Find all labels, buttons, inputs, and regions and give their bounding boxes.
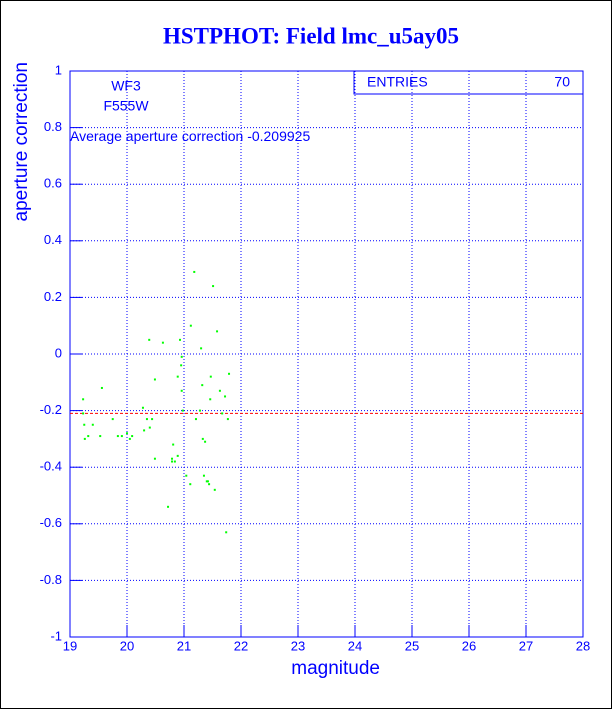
point <box>153 378 156 381</box>
y-tick-label: -1 <box>50 628 62 643</box>
point <box>193 270 196 273</box>
point <box>201 437 204 440</box>
average-annotation: Average aperture correction -0.209925 <box>70 128 310 144</box>
point <box>224 395 227 398</box>
point <box>126 432 128 435</box>
point <box>205 480 208 483</box>
y-tick-label: -0.2 <box>40 402 62 417</box>
point <box>228 372 231 375</box>
point <box>83 437 86 440</box>
point <box>82 412 85 415</box>
point <box>181 409 184 412</box>
point <box>99 435 102 438</box>
point <box>131 435 134 438</box>
note: WF3 <box>111 78 141 94</box>
point <box>116 435 119 438</box>
stats-label: ENTRIES <box>367 74 428 90</box>
point <box>83 423 86 426</box>
point <box>226 418 229 421</box>
x-tick-label: 28 <box>576 638 590 653</box>
point <box>145 418 148 421</box>
x-tick-label: 27 <box>519 638 533 653</box>
point <box>225 531 228 534</box>
y-tick-label: 0 <box>55 345 62 360</box>
point <box>185 474 188 477</box>
point <box>173 460 176 463</box>
y-tick-label: 1 <box>55 62 62 77</box>
point <box>172 443 175 446</box>
point <box>221 412 224 415</box>
point <box>180 364 183 367</box>
point <box>180 355 183 358</box>
y-tick-label: 0.2 <box>44 289 62 304</box>
point <box>201 384 204 387</box>
point <box>128 437 131 440</box>
point <box>180 389 183 392</box>
point <box>171 460 174 463</box>
point <box>208 483 211 486</box>
y-tick-label: -0.4 <box>40 459 62 474</box>
chart-title: HSTPHOT: Field lmc_u5ay05 <box>163 23 459 48</box>
x-tick-label: 25 <box>405 638 419 653</box>
point <box>198 409 201 412</box>
point <box>216 330 219 333</box>
point <box>91 423 94 426</box>
point <box>200 347 203 350</box>
point <box>161 341 164 344</box>
x-axis-label: magnitude <box>291 658 380 679</box>
x-tick-label: 26 <box>462 638 476 653</box>
y-axis-label: aperture correction <box>11 62 32 221</box>
point <box>176 375 179 378</box>
point <box>218 389 221 392</box>
point <box>202 474 205 477</box>
point <box>209 398 212 401</box>
note: F555W <box>103 98 149 114</box>
point <box>148 426 151 429</box>
point <box>209 375 212 378</box>
y-tick-label: 0.4 <box>44 232 62 247</box>
y-tick-label: -0.8 <box>40 572 62 587</box>
point <box>111 418 114 421</box>
point <box>189 324 192 327</box>
point <box>120 435 123 438</box>
stats-value: 70 <box>554 74 570 90</box>
point <box>212 285 215 288</box>
point <box>100 386 103 389</box>
point <box>213 488 216 491</box>
point <box>206 480 209 483</box>
point <box>194 418 197 421</box>
point <box>171 457 174 460</box>
y-tick-label: 0.8 <box>44 119 62 134</box>
y-tick-label: 0.6 <box>44 176 62 191</box>
point <box>151 418 154 421</box>
average-text: Average aperture correction <box>70 128 243 144</box>
point <box>82 398 85 401</box>
point <box>87 435 90 438</box>
point <box>141 406 144 409</box>
y-tick-label: -0.6 <box>40 515 62 530</box>
average-value: -0.209925 <box>247 128 310 144</box>
x-tick-label: 24 <box>348 638 362 653</box>
point <box>148 338 151 341</box>
point <box>176 454 179 457</box>
x-tick-label: 23 <box>291 638 305 653</box>
x-tick-label: 20 <box>120 638 134 653</box>
point <box>143 429 146 432</box>
point <box>179 338 182 341</box>
x-tick-label: 22 <box>234 638 248 653</box>
x-tick-label: 21 <box>177 638 191 653</box>
point <box>153 457 156 460</box>
x-tick-label: 19 <box>63 638 77 653</box>
point <box>189 483 192 486</box>
point <box>167 505 170 508</box>
point <box>204 440 207 443</box>
